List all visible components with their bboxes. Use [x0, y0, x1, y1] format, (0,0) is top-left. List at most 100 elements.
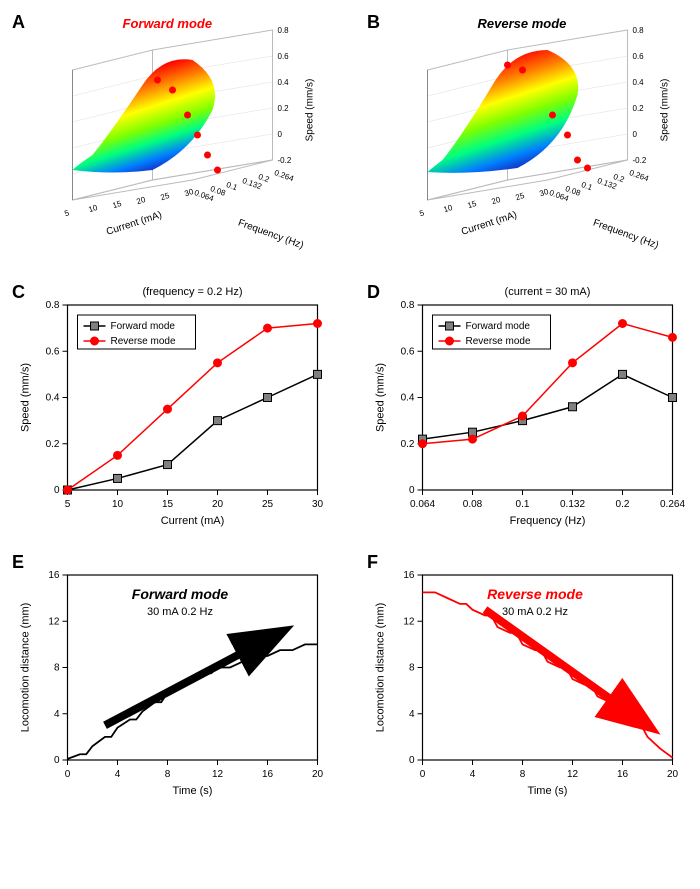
svg-text:20: 20	[212, 499, 224, 510]
svg-text:0.264: 0.264	[273, 168, 295, 183]
svg-text:16: 16	[403, 570, 415, 581]
svg-text:16: 16	[262, 769, 274, 780]
svg-text:Current (mA): Current (mA)	[460, 210, 518, 238]
svg-text:0: 0	[54, 485, 60, 496]
svg-text:4: 4	[54, 709, 60, 720]
svg-text:Reverse mode: Reverse mode	[487, 586, 583, 602]
svg-text:4: 4	[470, 769, 476, 780]
panel-F-label: F	[367, 552, 378, 573]
svg-text:0.264: 0.264	[628, 168, 650, 183]
svg-text:0.1: 0.1	[580, 180, 594, 192]
svg-text:Current (mA): Current (mA)	[161, 515, 225, 527]
svg-text:0: 0	[409, 755, 415, 766]
svg-text:0: 0	[409, 485, 415, 496]
svg-text:0.2: 0.2	[633, 104, 645, 113]
svg-text:Frequency (Hz): Frequency (Hz)	[591, 217, 660, 251]
svg-text:10: 10	[87, 203, 99, 214]
svg-text:(current = 30 mA): (current = 30 mA)	[505, 286, 591, 298]
svg-text:0.8: 0.8	[401, 300, 415, 311]
svg-text:Forward mode: Forward mode	[132, 586, 229, 602]
panel-C: C (frequency = 0.2 Hz)5101520253000.20.4…	[10, 280, 335, 530]
svg-text:Speed (mm/s): Speed (mm/s)	[660, 79, 671, 142]
panel-A: A Forward modeCurrent (mA)Frequency (Hz)…	[10, 10, 335, 260]
panel-C-label: C	[12, 282, 25, 303]
svg-text:-0.2: -0.2	[278, 156, 292, 165]
svg-text:0: 0	[65, 769, 71, 780]
svg-text:Frequency (Hz): Frequency (Hz)	[236, 217, 305, 251]
svg-text:8: 8	[165, 769, 171, 780]
svg-text:0.4: 0.4	[46, 393, 60, 404]
panel-A-svg: Forward mode Current (mA) Frequency (Hz) Sp…	[10, 10, 335, 260]
panel-D-label: D	[367, 282, 380, 303]
svg-text:8: 8	[409, 663, 415, 674]
panel-B-label: B	[367, 12, 380, 33]
panel-D: D (current = 30 mA)0.0640.080.10.1320.20…	[365, 280, 690, 530]
svg-text:0.2: 0.2	[616, 499, 630, 510]
svg-text:Forward mode: Forward mode	[123, 16, 213, 31]
svg-text:0.264: 0.264	[660, 499, 685, 510]
svg-text:0: 0	[420, 769, 426, 780]
svg-text:-0.2: -0.2	[633, 156, 647, 165]
svg-text:Speed (mm/s): Speed (mm/s)	[305, 79, 316, 142]
svg-text:25: 25	[514, 191, 526, 202]
svg-text:20: 20	[490, 195, 502, 206]
svg-text:0.4: 0.4	[401, 393, 415, 404]
svg-text:0: 0	[278, 130, 283, 139]
svg-text:Locomotion distance (mm): Locomotion distance (mm)	[20, 603, 32, 733]
svg-text:0.1: 0.1	[225, 180, 239, 192]
figure-grid: A Forward modeCurrent (mA)Frequency (Hz)…	[10, 10, 690, 800]
svg-text:12: 12	[403, 616, 415, 627]
svg-text:0.4: 0.4	[633, 78, 645, 87]
svg-text:25: 25	[262, 499, 274, 510]
svg-text:20: 20	[312, 769, 324, 780]
svg-text:8: 8	[54, 663, 60, 674]
panel-E: E 0481216200481216Time (s)Locomotion dis…	[10, 550, 335, 800]
svg-text:0.2: 0.2	[401, 439, 415, 450]
panel-B: B Reverse mode Current (mA) Frequency (Hz)…	[365, 10, 690, 260]
svg-text:Reverse mode: Reverse mode	[478, 16, 567, 31]
svg-text:0.4: 0.4	[278, 78, 290, 87]
svg-text:10: 10	[112, 499, 124, 510]
svg-text:4: 4	[115, 769, 121, 780]
panel-E-label: E	[12, 552, 24, 573]
svg-text:0.6: 0.6	[401, 346, 415, 357]
svg-text:0.6: 0.6	[633, 52, 645, 61]
svg-text:Locomotion distance (mm): Locomotion distance (mm)	[375, 603, 387, 733]
svg-text:20: 20	[667, 769, 679, 780]
svg-text:5: 5	[63, 208, 71, 218]
panel-E-svg: 0481216200481216Time (s)Locomotion dista…	[10, 550, 335, 800]
svg-text:0.1: 0.1	[516, 499, 530, 510]
svg-text:30 mA 0.2 Hz: 30 mA 0.2 Hz	[147, 606, 213, 618]
svg-text:4: 4	[409, 709, 415, 720]
svg-text:5: 5	[418, 208, 426, 218]
svg-text:0.8: 0.8	[46, 300, 60, 311]
svg-text:16: 16	[48, 570, 60, 581]
svg-text:0.2: 0.2	[278, 104, 290, 113]
svg-text:5: 5	[65, 499, 71, 510]
svg-text:Frequency (Hz): Frequency (Hz)	[510, 515, 586, 527]
svg-text:(frequency = 0.2 Hz): (frequency = 0.2 Hz)	[143, 286, 243, 298]
svg-text:12: 12	[212, 769, 224, 780]
svg-text:0.064: 0.064	[410, 499, 435, 510]
svg-text:20: 20	[135, 195, 147, 206]
panel-F-svg: 0 4 8 12 16 20 0 4 8 12 16 Time (s) Locomotion dista…	[365, 550, 690, 800]
svg-text:Current (mA): Current (mA)	[105, 210, 163, 238]
svg-text:Time (s): Time (s)	[173, 785, 213, 797]
svg-text:Speed (mm/s): Speed (mm/s)	[20, 363, 32, 432]
svg-text:0.8: 0.8	[633, 26, 645, 35]
panel-F: F 0 4 8 12 16 20 0 4 8 12 16 Time (s) Locomotion dis…	[365, 550, 690, 800]
svg-text:0.8: 0.8	[278, 26, 290, 35]
svg-text:12: 12	[567, 769, 579, 780]
svg-text:Forward mode: Forward mode	[466, 321, 531, 332]
svg-text:15: 15	[466, 199, 478, 210]
svg-text:Reverse mode: Reverse mode	[111, 336, 176, 347]
svg-text:Reverse mode: Reverse mode	[466, 336, 531, 347]
svg-text:30: 30	[312, 499, 324, 510]
svg-text:Time (s): Time (s)	[528, 785, 568, 797]
svg-text:0: 0	[633, 130, 638, 139]
svg-text:0.132: 0.132	[560, 499, 585, 510]
svg-text:8: 8	[520, 769, 526, 780]
panel-C-svg: (frequency = 0.2 Hz)5101520253000.20.40.…	[10, 280, 335, 530]
svg-text:16: 16	[617, 769, 629, 780]
svg-text:30 mA 0.2 Hz: 30 mA 0.2 Hz	[502, 606, 568, 618]
